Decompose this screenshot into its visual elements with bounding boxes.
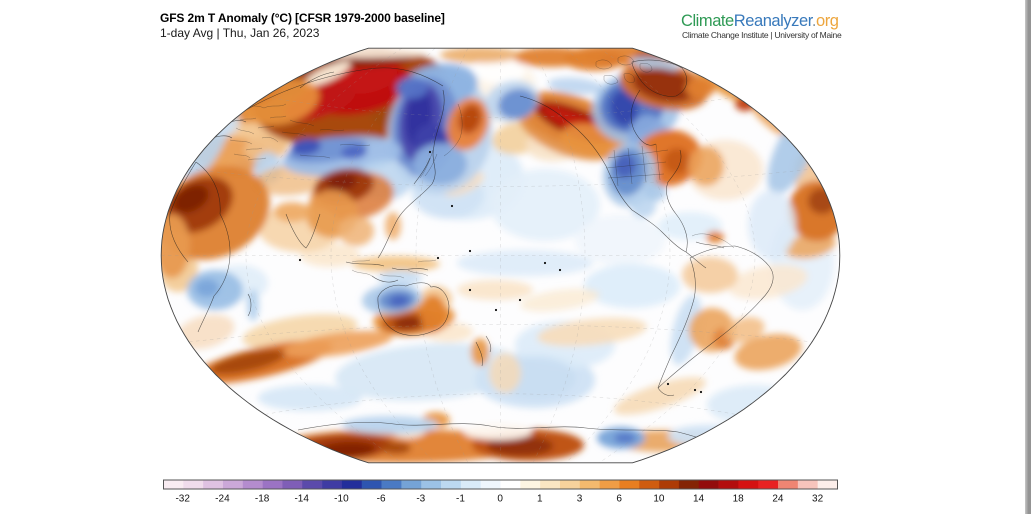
svg-text:32: 32 [812, 494, 824, 505]
svg-text:6: 6 [616, 494, 622, 505]
svg-text:-32: -32 [175, 494, 190, 505]
svg-text:14: 14 [693, 494, 705, 505]
svg-text:10: 10 [653, 494, 665, 505]
svg-text:18: 18 [733, 494, 745, 505]
svg-text:-6: -6 [377, 494, 386, 505]
svg-text:3: 3 [577, 494, 583, 505]
svg-text:0: 0 [497, 494, 503, 505]
svg-text:-10: -10 [334, 494, 349, 505]
svg-text:1: 1 [537, 494, 543, 505]
svg-text:-24: -24 [215, 494, 230, 505]
svg-text:-18: -18 [255, 494, 270, 505]
svg-text:24: 24 [772, 494, 784, 505]
svg-text:-1: -1 [456, 494, 465, 505]
svg-text:-3: -3 [416, 494, 425, 505]
svg-text:-14: -14 [294, 494, 309, 505]
